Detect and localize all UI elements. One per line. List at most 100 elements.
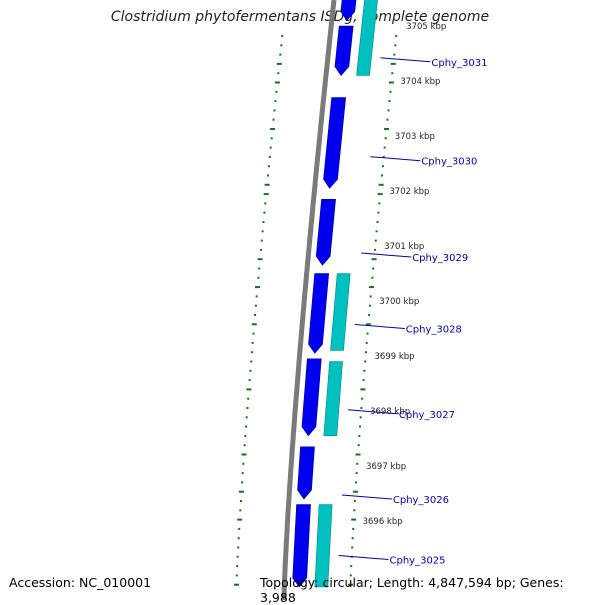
gc-mark	[377, 193, 383, 196]
gc-mark	[248, 379, 251, 382]
gc-mark	[390, 62, 396, 65]
forward-gene-arrow	[308, 273, 330, 354]
gc-mark	[259, 248, 262, 251]
gc-mark	[261, 230, 264, 233]
gc-mark	[353, 500, 356, 502]
gc-mark	[374, 239, 377, 242]
gc-mark	[362, 379, 365, 382]
gc-mark	[361, 397, 364, 400]
gc-mark	[272, 118, 275, 121]
reverse-gene-arrow	[323, 361, 343, 437]
gc-mark	[384, 128, 390, 130]
gc-mark	[384, 137, 387, 140]
gene-label: Cphy_3026	[393, 495, 449, 506]
gc-mark	[355, 472, 358, 475]
gc-mark	[241, 481, 244, 484]
gene-label: Cphy_3028	[406, 325, 462, 336]
gc-mark	[369, 286, 374, 289]
gc-mark	[378, 183, 384, 186]
gene-label: Cphy_3025	[390, 556, 446, 567]
gc-mark	[363, 369, 366, 372]
gc-mark	[270, 137, 273, 140]
gc-mark	[393, 53, 396, 56]
scale-tick-label: 3705 kbp	[406, 22, 446, 32]
scale-tick-label: 3703 kbp	[395, 132, 435, 142]
gc-mark	[364, 360, 367, 363]
gene-label: Cphy_3031	[431, 58, 487, 69]
gc-mark	[350, 565, 353, 568]
scale-tick-label: 3696 kbp	[363, 517, 403, 527]
gc-mark	[255, 295, 258, 298]
gc-mark	[368, 314, 371, 316]
gene-label: Cphy_3027	[399, 410, 455, 421]
forward-gene-arrow	[292, 504, 311, 588]
gc-mark	[269, 146, 272, 149]
gc-mark	[349, 574, 352, 577]
gc-mark	[238, 527, 241, 530]
scale-track: 3705 kbp 3704 kbp 3703 kbp 3702 kbp 3701 kbp…	[363, 22, 447, 527]
gc-mark	[267, 165, 270, 168]
gc-mark	[270, 128, 276, 130]
gc-mark	[263, 211, 266, 214]
gc-mark	[237, 518, 243, 521]
gc-mark	[251, 341, 254, 344]
gc-mark	[258, 267, 261, 270]
gc-mark	[351, 537, 354, 540]
gc-mark	[351, 518, 357, 521]
gc-mark	[373, 248, 376, 251]
gc-mark	[375, 230, 378, 233]
gc-mark	[353, 509, 356, 512]
gc-mark	[257, 276, 260, 279]
gc-mark	[371, 276, 374, 279]
gene-label-leader	[370, 156, 421, 162]
gc-mark	[353, 490, 358, 493]
gc-mark	[254, 304, 257, 307]
scale-tick-label: 3702 kbp	[389, 187, 429, 197]
scale-tick-label: 3700 kbp	[379, 297, 419, 307]
gc-mark	[351, 546, 354, 549]
gc-mark	[251, 323, 257, 326]
gc-mark	[249, 369, 252, 372]
gc-mark	[352, 527, 355, 530]
gc-mark	[377, 211, 380, 214]
gc-mark	[368, 304, 371, 307]
gc-mark	[388, 81, 394, 84]
gc-mark	[277, 72, 280, 75]
forward-gene-arrow	[334, 25, 354, 76]
gc-mark	[246, 388, 252, 391]
gene-label: Cphy_3030	[421, 157, 477, 168]
gc-mark	[245, 416, 248, 419]
gc-mark	[391, 72, 394, 75]
gc-mark	[263, 193, 269, 196]
scale-tick-label: 3701 kbp	[384, 242, 424, 252]
gc-mark	[359, 425, 361, 428]
gene-label-leader	[347, 409, 398, 415]
gc-mark	[247, 397, 250, 400]
gc-mark	[255, 286, 260, 289]
gc-mark	[244, 434, 247, 437]
gc-mark	[386, 118, 389, 121]
scale-tick-label: 3699 kbp	[375, 352, 415, 362]
gc-skew-track	[234, 35, 398, 586]
gc-mark	[358, 434, 361, 437]
gc-mark	[364, 351, 367, 354]
gc-mark	[371, 258, 377, 261]
scale-tick-label: 3698 kbp	[370, 407, 410, 417]
forward-gene-arrow	[301, 358, 322, 437]
gc-mark	[264, 202, 267, 205]
gc-mark	[369, 295, 372, 298]
gc-mark	[275, 90, 278, 93]
gc-mark	[260, 239, 263, 242]
gc-mark	[394, 44, 397, 47]
gc-mark	[382, 155, 385, 158]
gc-mark	[388, 100, 391, 103]
forward-gene-arrow	[315, 199, 336, 266]
gc-mark	[378, 202, 381, 205]
gc-mark	[236, 555, 239, 558]
gene-label-leader	[354, 324, 405, 329]
gc-mark	[357, 444, 360, 447]
gene-label-leader	[361, 252, 412, 258]
gc-mark	[274, 81, 280, 84]
forward-gene-arrow	[340, 0, 357, 21]
